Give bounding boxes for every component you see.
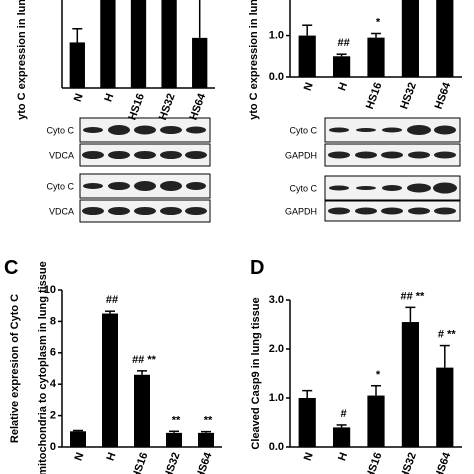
blot-label: Cyto C bbox=[289, 183, 317, 193]
x-tick-label: HS16 bbox=[364, 81, 385, 111]
bar bbox=[436, 367, 454, 447]
x-tick-label: HS32 bbox=[157, 92, 178, 122]
annotation: ## ** bbox=[400, 290, 425, 302]
x-tick-label: H bbox=[102, 92, 116, 104]
blot-label: VDCA bbox=[49, 206, 74, 216]
panel-letter: D bbox=[250, 257, 264, 279]
bar bbox=[134, 374, 150, 447]
x-tick-label: N bbox=[302, 81, 316, 93]
blot-label: Cyto C bbox=[46, 181, 74, 191]
x-tick-label: HS32 bbox=[162, 451, 183, 474]
bar bbox=[367, 37, 385, 77]
x-tick-label: H bbox=[336, 81, 350, 93]
y-tick-label: 10 bbox=[44, 284, 56, 296]
blot-label: GAPDH bbox=[285, 150, 317, 160]
x-tick-label: HS64 bbox=[433, 450, 454, 474]
bar bbox=[130, 0, 147, 88]
bar bbox=[198, 432, 214, 447]
annotation: # bbox=[341, 408, 347, 420]
y-axis-label: Cyto C expression in lung bbox=[16, 0, 28, 128]
bar bbox=[333, 427, 351, 447]
annotation: ## bbox=[106, 294, 118, 306]
y-tick-label: 4 bbox=[50, 378, 57, 390]
x-tick-label: H bbox=[105, 451, 119, 463]
blot-right: Cyto C GAPDH Cyto C GAPDH bbox=[285, 117, 461, 222]
annotation: ** bbox=[204, 415, 213, 427]
y-tick-label: 0.0 bbox=[269, 441, 284, 453]
annotation: * bbox=[376, 369, 381, 381]
y-axis-label: mitochondria to cytoplasm in lung tissue bbox=[37, 261, 49, 474]
x-tick-label: HS64 bbox=[188, 91, 209, 122]
bar bbox=[161, 0, 177, 88]
y-tick-label: 8 bbox=[50, 315, 56, 327]
y-axis-label: Relative expresion of Cyto C bbox=[9, 294, 21, 443]
bar bbox=[401, 322, 419, 447]
x-tick-label: N bbox=[72, 92, 86, 104]
y-axis-label: Cleaved Casp9 in lung tissue bbox=[250, 297, 262, 449]
x-tick-label: HS32 bbox=[398, 81, 419, 111]
x-tick-label: HS16 bbox=[126, 92, 147, 122]
y-tick-label: 0 bbox=[50, 441, 56, 453]
annotation: ## bbox=[337, 37, 349, 49]
annotation: ## ** bbox=[132, 354, 157, 366]
blot-label: Cyto C bbox=[289, 125, 317, 135]
blot-label: Cyto C bbox=[46, 125, 74, 135]
x-tick-label: HS32 bbox=[398, 451, 419, 474]
annotation: ** bbox=[172, 414, 181, 426]
blot-label: GAPDH bbox=[285, 206, 317, 216]
bar bbox=[401, 0, 419, 77]
y-tick-label: 1.0 bbox=[269, 29, 284, 41]
bar bbox=[70, 431, 86, 447]
y-tick-label: 6 bbox=[50, 347, 56, 359]
chart-panel: 0.0 1.0 2.0 3.0 N # H * HS16 ## ** HS32 # ** HS64 Cle… bbox=[250, 257, 462, 474]
x-tick-label: N bbox=[302, 451, 316, 463]
x-tick-label: HS16 bbox=[364, 451, 385, 474]
blot-left: Cyto C VDCA Cyto C VDCA bbox=[46, 117, 211, 223]
x-tick-label: N bbox=[73, 451, 87, 463]
x-tick-label: H bbox=[336, 451, 350, 463]
bar bbox=[298, 35, 316, 77]
bar bbox=[333, 56, 351, 77]
x-tick-label: HS64 bbox=[433, 80, 454, 111]
y-tick-label: 2 bbox=[50, 410, 56, 422]
annotation: * bbox=[376, 17, 381, 29]
y-tick-label: 2.0 bbox=[269, 343, 284, 355]
y-tick-label: 1.0 bbox=[269, 392, 284, 404]
x-tick-label: HS64 bbox=[194, 450, 215, 474]
bar bbox=[192, 37, 208, 88]
panel-letter: C bbox=[4, 257, 18, 279]
bar bbox=[69, 42, 85, 88]
bar bbox=[367, 395, 385, 447]
bar bbox=[100, 0, 116, 88]
annotation: # ** bbox=[438, 329, 456, 341]
chart-panel: N H HS16 HS32 HS64 Cyto C expression in lung bbox=[16, 0, 215, 128]
blot-label: VDCA bbox=[49, 150, 74, 160]
x-tick-label: HS16 bbox=[130, 451, 151, 474]
y-axis-label: Cyto C expression in lung bbox=[248, 0, 260, 128]
y-tick-label: 0.0 bbox=[269, 71, 284, 83]
bar bbox=[102, 313, 118, 447]
bar bbox=[298, 398, 316, 447]
chart-panel: 0 2 4 6 8 10 N ## H ## ** HS16 ** HS32 ** HS64 Relative… bbox=[4, 257, 222, 474]
bar bbox=[436, 0, 454, 77]
bar bbox=[166, 432, 182, 447]
y-tick-label: 3.0 bbox=[269, 294, 284, 306]
